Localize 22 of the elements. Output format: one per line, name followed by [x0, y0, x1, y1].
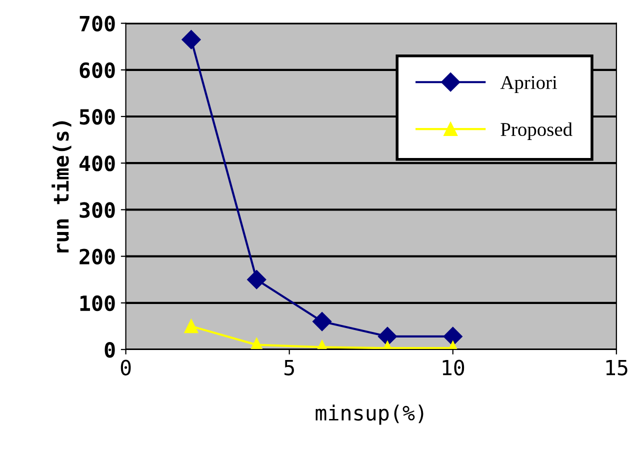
- y-tick-label: 600: [80, 62, 115, 78]
- x-axis-title: minsup(%): [316, 404, 424, 425]
- x-tick-label: 15: [606, 360, 628, 376]
- point: [443, 326, 462, 346]
- y-tick-label: 400: [79, 156, 115, 172]
- legend-label: Proposed: [500, 122, 572, 140]
- y-tick-label: 300: [80, 202, 115, 218]
- y-tick-label: 700: [80, 16, 115, 32]
- x-tick-label: 0: [120, 360, 131, 376]
- x-tick-label: 5: [284, 360, 294, 376]
- y-tick-label: 100: [80, 295, 115, 312]
- point: [247, 270, 266, 290]
- y-tick-label: 200: [80, 248, 115, 265]
- y-tick-label: 0: [104, 342, 115, 358]
- point: [378, 326, 397, 346]
- y-axis-title: run time(s): [52, 121, 72, 252]
- legend-label: Apriori: [500, 76, 558, 94]
- y-tick-label: 500: [80, 108, 115, 125]
- point: [184, 319, 198, 334]
- point: [182, 30, 201, 50]
- x-tick-label: 10: [442, 360, 464, 376]
- point: [312, 312, 332, 332]
